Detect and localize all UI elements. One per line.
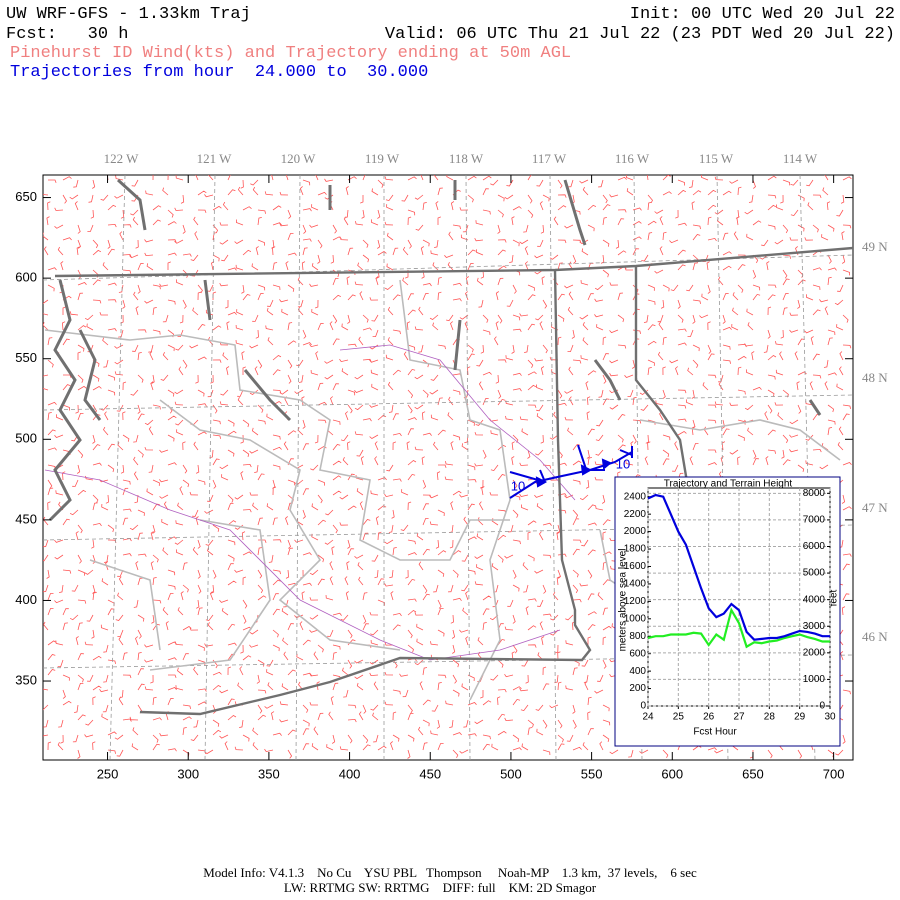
longitude-labels: 122 W 121 W 120 W 119 W 118 W 117 W 116 … — [104, 151, 818, 166]
chart-frame — [614, 476, 841, 747]
x-tick-label: 25 — [673, 712, 685, 723]
y2-tick-label: 0 — [819, 701, 825, 712]
longitude-label: 120 W — [281, 151, 317, 166]
longitude-label: 121 W — [197, 151, 233, 166]
y-tick-label: 800 — [629, 631, 646, 642]
init-time: Init: 00 UTC Wed 20 Jul 22 — [630, 5, 895, 24]
longitude-label: 119 W — [365, 151, 400, 166]
wind-barbs — [43, 175, 852, 759]
y-tick-label: 500 — [15, 431, 37, 446]
x-tick-label: 450 — [419, 766, 441, 781]
x-tick-label: 24 — [642, 712, 654, 723]
trajectory-label: 10 — [511, 478, 525, 493]
y2-tick-label: 3000 — [803, 621, 826, 632]
y-tick-label: 450 — [15, 511, 37, 526]
x-tick-label: 500 — [500, 766, 522, 781]
latitude-label: 47 N — [862, 500, 888, 515]
y2-tick-label: 2000 — [803, 647, 826, 658]
x-tick-label: 400 — [339, 766, 361, 781]
longitude-label: 118 W — [449, 151, 484, 166]
y2-tick-label: 5000 — [803, 568, 826, 579]
latitude-label: 49 N — [862, 239, 888, 254]
y-tick-label: 1400 — [624, 579, 647, 590]
latitude-label: 48 N — [862, 370, 888, 385]
x-tick-label: 350 — [258, 766, 280, 781]
y-tick-label: 400 — [629, 666, 646, 677]
coast-lakes — [48, 178, 822, 522]
longitude-label: 117 W — [532, 151, 567, 166]
longitude-label: 116 W — [615, 151, 650, 166]
rivers — [44, 344, 576, 661]
footer-physics: LW: RRTMG SW: RRTMG DIFF: full KM: 2D Sm… — [284, 880, 597, 895]
title: UW WRF-GFS - 1.33km Traj — [6, 5, 251, 24]
y-tick-label: 2200 — [624, 509, 647, 520]
x-tick-label: 27 — [733, 712, 745, 723]
y-tick-label: 200 — [629, 683, 646, 694]
x-axis-label: Fcst Hour — [693, 727, 737, 738]
trajectory-path — [509, 444, 633, 499]
x-tick-label: 600 — [661, 766, 683, 781]
trajectory-range: Trajectories from hour 24.000 to 30.000 — [10, 63, 428, 82]
y2-tick-label: 6000 — [803, 541, 826, 552]
x-tick-label: 30 — [824, 712, 836, 723]
y-tick-label: 400 — [15, 592, 37, 607]
y-tick-label: 2400 — [624, 491, 647, 502]
footer-model-info: Model Info: V4.1.3 No Cu YSU PBL Thompso… — [203, 865, 697, 880]
latitude-labels: 49 N 48 N 47 N 46 N — [862, 239, 888, 644]
map: 10 10 122 W 121 W 120 W 119 W 118 W 117 … — [15, 151, 888, 781]
x-tick-label: 28 — [764, 712, 776, 723]
series-line — [647, 607, 830, 649]
y2-tick-label: 8000 — [803, 488, 826, 499]
trajectory-label: 10 — [616, 456, 630, 471]
y-tick-label: 1200 — [624, 596, 647, 607]
series-line — [647, 493, 830, 641]
y2-axis-label: feet — [829, 589, 840, 606]
x-tick-label: 700 — [823, 766, 845, 781]
longitude-label: 114 W — [783, 151, 818, 166]
longitude-label: 115 W — [699, 151, 734, 166]
x-tick-label: 300 — [177, 766, 199, 781]
trajectory-chart: Trajectory and Terrain Height Fcst Hour … — [614, 476, 841, 747]
y2-tick-label: 4000 — [803, 594, 826, 605]
chart-title: Trajectory and Terrain Height — [664, 479, 793, 490]
y-tick-label: 2000 — [624, 526, 647, 537]
longitude-label: 122 W — [104, 151, 140, 166]
y-tick-label: 0 — [640, 701, 646, 712]
y-tick-label: 1600 — [624, 561, 647, 572]
y-tick-label: 600 — [15, 270, 37, 285]
y2-tick-label: 7000 — [803, 515, 826, 526]
y-tick-label: 350 — [15, 672, 37, 687]
forecast-hour: Fcst: 30 h — [6, 25, 128, 44]
y-tick-label: 1800 — [624, 544, 647, 555]
y-tick-label: 1000 — [624, 613, 647, 624]
y2-tick-label: 1000 — [803, 674, 826, 685]
y-tick-label: 650 — [15, 189, 37, 204]
subtitle: Pinehurst ID Wind(kts) and Trajectory en… — [10, 44, 571, 63]
latitude-label: 46 N — [862, 629, 888, 644]
y-tick-label: 550 — [15, 350, 37, 365]
y-tick-label: 600 — [629, 648, 646, 659]
y-axis-label: meters above sea level — [618, 549, 629, 652]
x-tick-label: 29 — [794, 712, 806, 723]
state-borders — [54, 246, 853, 716]
x-tick-label: 250 — [97, 766, 119, 781]
x-tick-label: 650 — [742, 766, 764, 781]
valid-time: Valid: 06 UTC Thu 21 Jul 22 (23 PDT Wed … — [385, 25, 895, 44]
x-tick-label: 550 — [581, 766, 603, 781]
x-tick-label: 26 — [703, 712, 715, 723]
